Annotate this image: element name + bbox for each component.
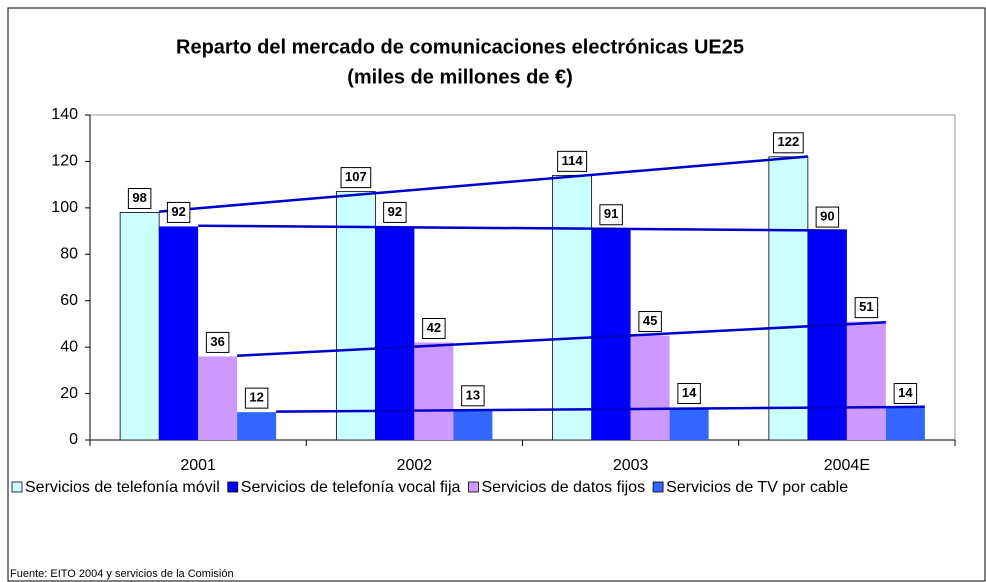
data-label-box	[638, 311, 662, 333]
data-label: 13	[466, 387, 480, 402]
data-label: 98	[132, 190, 146, 205]
data-label-box	[340, 167, 372, 189]
data-label-box	[166, 201, 191, 223]
bar	[885, 407, 925, 440]
bar	[630, 335, 670, 440]
data-label-box	[815, 206, 840, 228]
x-tick-label: 2004E	[824, 457, 870, 474]
data-label: 92	[171, 204, 185, 219]
trend-line	[237, 321, 886, 357]
data-label-box	[422, 318, 446, 339]
data-label: 36	[210, 334, 224, 349]
data-label-box	[773, 132, 804, 154]
chart-title: Reparto del mercado de comunicaciones el…	[176, 36, 744, 58]
data-label-box	[893, 383, 918, 404]
bar	[453, 409, 493, 440]
legend-label: Servicios de telefonía móvil	[25, 479, 220, 496]
data-label-box	[854, 297, 879, 319]
data-label-box	[383, 201, 407, 223]
legend-swatch	[11, 481, 23, 493]
data-label: 51	[859, 299, 873, 314]
legend-label: Servicios de TV por cable	[666, 479, 848, 496]
data-label: 45	[643, 313, 657, 328]
legend-swatch	[468, 481, 479, 493]
bar	[198, 356, 238, 440]
chart-frame	[7, 7, 986, 582]
trend-line	[198, 224, 847, 232]
legend-swatch	[652, 481, 664, 493]
data-label-box	[244, 387, 269, 409]
bar	[552, 174, 593, 441]
data-label: 90	[820, 209, 834, 224]
bar	[119, 212, 160, 441]
x-tick-label: 2003	[613, 457, 649, 474]
data-label-box	[557, 150, 588, 172]
y-tick-label: 100	[51, 199, 78, 216]
y-tick-label: 40	[60, 338, 78, 355]
data-label: 92	[388, 204, 402, 219]
data-label-box	[461, 385, 485, 407]
y-tick-label: 120	[51, 153, 78, 170]
y-tick-label: 60	[60, 292, 78, 309]
data-label: 91	[604, 206, 618, 221]
y-tick-label: 20	[60, 385, 78, 402]
bar	[768, 156, 809, 441]
source-note: Fuente: EITO 2004 y servicios de la Comi…	[10, 568, 234, 580]
chart-subtitle: (miles de millones de €)	[347, 66, 573, 88]
bar	[414, 342, 454, 440]
bar	[591, 228, 631, 440]
data-label: 122	[778, 134, 800, 149]
y-tick-label: 140	[51, 106, 78, 123]
trend-line	[276, 405, 925, 413]
bar	[237, 412, 277, 440]
data-label: 12	[249, 390, 263, 405]
bar	[375, 226, 415, 440]
data-label: 107	[345, 169, 367, 184]
data-label-box	[599, 204, 623, 226]
trend-line	[159, 155, 808, 213]
data-label-box	[205, 331, 230, 353]
bar	[846, 321, 886, 440]
legend-swatch	[227, 481, 239, 493]
x-tick-label: 2002	[397, 457, 433, 474]
data-label-box	[127, 188, 152, 209]
bar	[807, 231, 847, 440]
data-label: 42	[427, 320, 441, 335]
y-tick-label: 0	[69, 431, 78, 448]
bar	[159, 226, 199, 440]
y-tick-label: 80	[60, 246, 78, 263]
data-label: 114	[562, 153, 584, 168]
legend-label: Servicios de datos fijos	[481, 479, 645, 496]
bar	[669, 407, 709, 440]
x-tick-label: 2001	[180, 457, 216, 474]
bar	[335, 191, 376, 441]
data-label: 14	[898, 385, 913, 400]
data-label-box	[677, 383, 701, 404]
data-label: 14	[682, 385, 697, 400]
legend-label: Servicios de telefonía vocal fija	[241, 479, 461, 496]
